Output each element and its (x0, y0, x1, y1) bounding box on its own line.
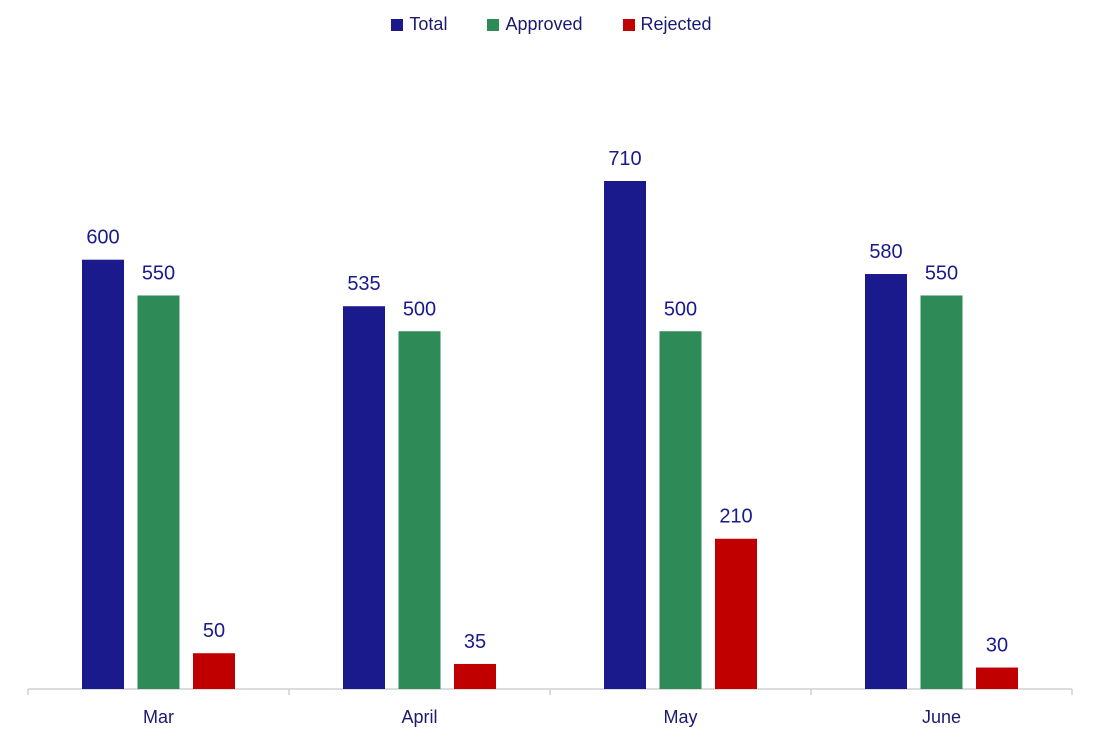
legend-item-total: Total (391, 14, 447, 35)
bar-total (865, 274, 907, 689)
data-label-total: 710 (608, 148, 641, 170)
data-label-approved: 550 (142, 262, 175, 284)
bar-rejected (715, 538, 757, 689)
bar-rejected (454, 663, 496, 689)
bar-total (343, 306, 385, 689)
data-label-rejected: 50 (203, 620, 225, 642)
legend-label-approved: Approved (505, 14, 583, 34)
legend-item-approved: Approved (487, 14, 583, 35)
data-label-rejected: 210 (719, 506, 752, 528)
legend: Total Approved Rejected (0, 14, 1103, 35)
data-label-approved: 500 (664, 298, 697, 320)
x-tick-label: June (922, 707, 961, 727)
x-tick-label: April (401, 707, 437, 727)
bar-rejected (976, 667, 1018, 689)
bar-total (604, 180, 646, 689)
x-tick-label: Mar (143, 707, 174, 727)
bar-approved (920, 295, 963, 689)
bar-approved (659, 331, 702, 689)
data-label-total: 535 (347, 273, 380, 295)
data-label-rejected: 35 (464, 631, 486, 653)
data-label-total: 600 (86, 227, 119, 249)
legend-label-rejected: Rejected (640, 14, 712, 34)
legend-item-rejected: Rejected (622, 14, 712, 35)
data-label-total: 580 (869, 241, 902, 263)
legend-swatch-total (391, 18, 404, 31)
legend-swatch-approved (487, 18, 500, 31)
legend-label-total: Total (409, 14, 448, 34)
x-tick-label: May (663, 707, 697, 727)
bar-approved (398, 331, 441, 689)
legend-swatch-rejected (622, 18, 635, 31)
bar-total (82, 259, 124, 689)
bar-rejected (193, 653, 235, 689)
data-label-approved: 500 (403, 298, 436, 320)
bar-approved (137, 295, 180, 689)
data-label-rejected: 30 (986, 635, 1008, 657)
data-label-approved: 550 (925, 262, 958, 284)
